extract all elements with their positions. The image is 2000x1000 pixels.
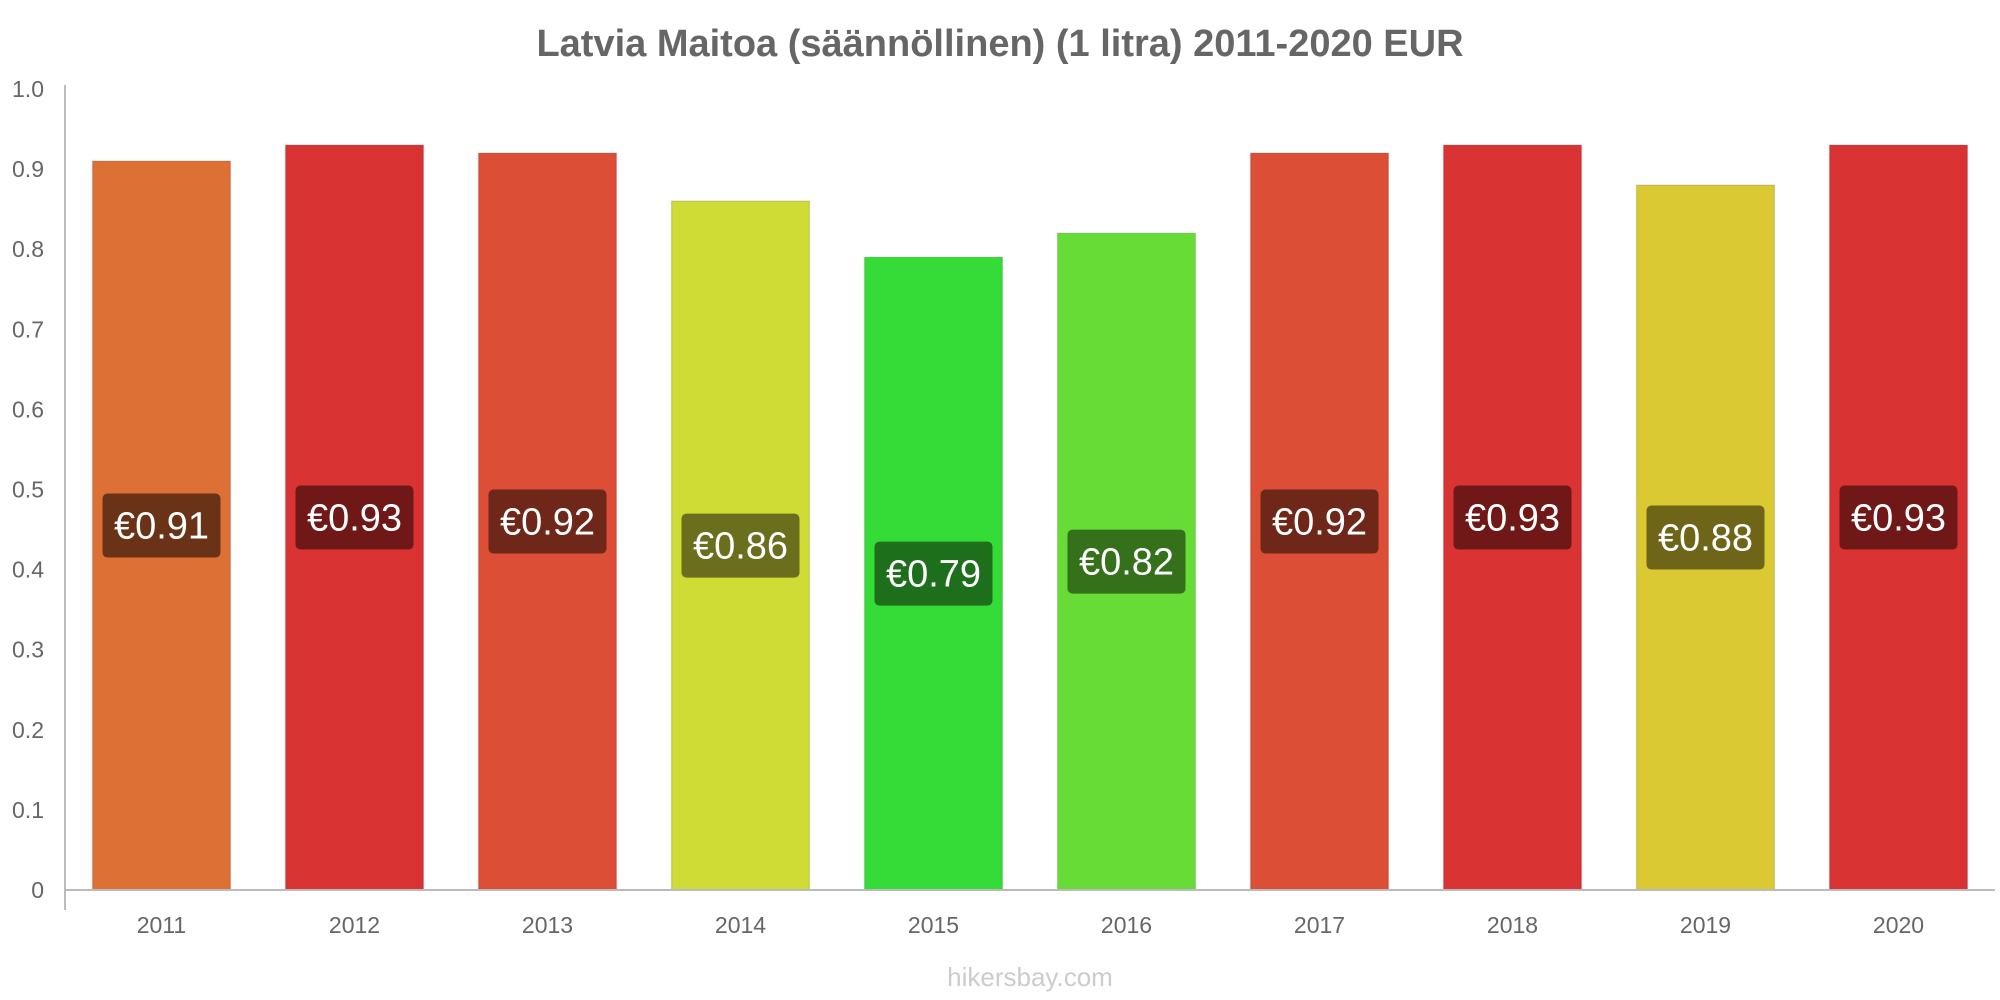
x-tick-label: 2012 <box>329 912 380 938</box>
value-label: €0.88 <box>1658 518 1753 560</box>
y-tick-label: 0.3 <box>12 637 44 663</box>
value-labels: €0.91 €0.93 €0.92 €0.86 €0.79 €0.82 €0.92 €0.93… <box>102 485 1958 606</box>
x-axis-ticks: 2011 2012 2013 2014 2015 2016 2017 2018 2019 2020 <box>137 912 1924 938</box>
y-tick-label: 1.0 <box>12 76 44 102</box>
x-tick-label: 2011 <box>137 912 186 938</box>
x-tick-label: 2017 <box>1294 912 1345 938</box>
value-label-box <box>102 493 221 558</box>
value-label-box <box>874 541 993 606</box>
value-label: €0.79 <box>886 554 981 596</box>
x-tick-label: 2020 <box>1873 912 1924 938</box>
x-tick-label: 2013 <box>522 912 573 938</box>
value-label-box <box>1646 505 1765 570</box>
value-label: €0.91 <box>114 506 209 548</box>
value-label-box <box>488 489 607 554</box>
value-label: €0.86 <box>693 526 788 568</box>
y-tick-label: 0.4 <box>12 557 44 583</box>
y-tick-label: 0.7 <box>12 316 44 342</box>
x-tick-label: 2019 <box>1680 912 1731 938</box>
y-tick-label: 0.6 <box>12 396 44 422</box>
value-label-box <box>1839 485 1958 550</box>
y-tick-label: 0.8 <box>12 236 44 262</box>
y-tick-label: 0.9 <box>12 156 44 182</box>
chart-title: Latvia Maitoa (säännöllinen) (1 litra) 2… <box>536 23 1463 65</box>
value-label-box <box>1260 489 1379 554</box>
value-label-box <box>681 513 800 578</box>
value-label: €0.92 <box>500 502 595 544</box>
y-tick-label: 0.2 <box>12 717 44 743</box>
value-label: €0.92 <box>1272 502 1367 544</box>
value-label-box <box>1067 529 1186 594</box>
value-label: €0.93 <box>1851 498 1946 540</box>
y-axis-ticks: 0 0.1 0.2 0.3 0.4 0.5 0.6 0.7 0.8 0.9 1.0 <box>12 76 44 903</box>
x-tick-label: 2014 <box>715 912 766 938</box>
y-tick-label: 0 <box>31 877 44 903</box>
x-tick-label: 2018 <box>1487 912 1538 938</box>
value-label: €0.82 <box>1079 542 1174 584</box>
value-label-box <box>1453 485 1572 550</box>
value-label-box <box>295 485 414 550</box>
x-tick-label: 2015 <box>908 912 959 938</box>
y-tick-label: 0.5 <box>12 477 44 503</box>
value-label: €0.93 <box>1465 498 1560 540</box>
x-tick-label: 2016 <box>1101 912 1152 938</box>
value-label: €0.93 <box>307 498 402 540</box>
watermark: hikersbay.com <box>947 962 1113 992</box>
y-tick-label: 0.1 <box>12 797 44 823</box>
